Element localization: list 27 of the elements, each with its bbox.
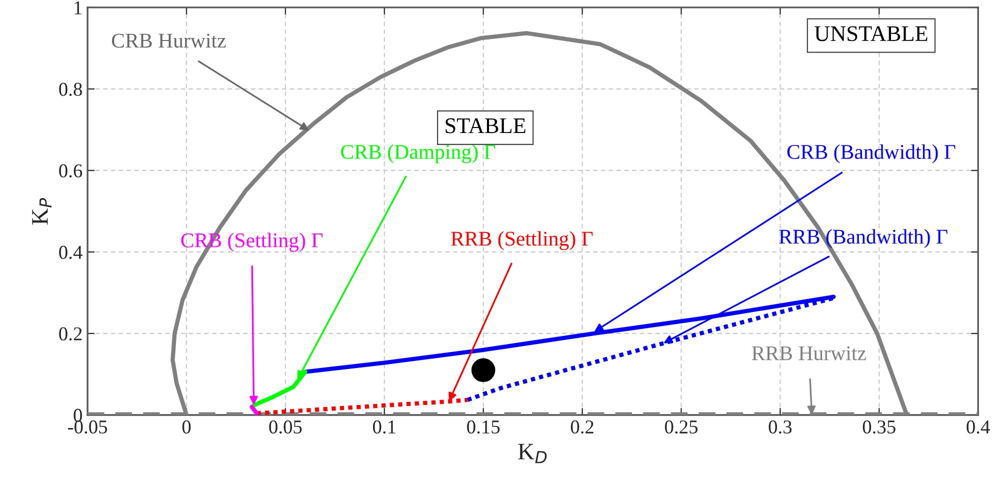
x-tick-label: 0.4 <box>966 420 990 434</box>
y-tick-label: 0.2 <box>59 327 82 341</box>
x-tick-label: 0.25 <box>664 420 698 434</box>
y-tick-label: 0.8 <box>59 82 82 96</box>
x-tick-label: 0.15 <box>467 420 500 434</box>
x-tick-label: 0.3 <box>768 420 792 434</box>
annotation: CRB (Damping) Γ <box>341 144 496 164</box>
annotation: CRB (Bandwidth) Γ <box>787 144 956 164</box>
annotation: CRB (Settling) Γ <box>181 232 323 252</box>
x-tick-label: 0.35 <box>862 420 896 434</box>
y-tick-label: 0 <box>74 408 82 422</box>
y-tick-label: 0.6 <box>59 164 82 178</box>
annotation: RRB (Settling) Γ <box>451 231 593 250</box>
x-tick-label: 0.2 <box>570 420 594 434</box>
y-tick-label: 1 <box>74 1 82 14</box>
x-tick-label: 0.1 <box>372 420 396 434</box>
x-tick-label: 0 <box>182 420 191 434</box>
annotation: STABLE <box>446 118 526 134</box>
x-tick-label: -0.05 <box>68 420 108 434</box>
annotation: RRB (Bandwidth) Γ <box>779 229 948 248</box>
x-tick-label: 0.05 <box>269 420 302 434</box>
y-axis-title: K$_{P}$ <box>32 198 52 225</box>
annotation: UNSTABLE <box>814 26 928 42</box>
annotation: RRB Hurwitz <box>752 346 866 360</box>
annotation: CRB Hurwitz <box>112 34 226 48</box>
x-axis-title: K$_{D}$ <box>518 444 547 464</box>
y-tick-label: 0.4 <box>59 246 82 259</box>
